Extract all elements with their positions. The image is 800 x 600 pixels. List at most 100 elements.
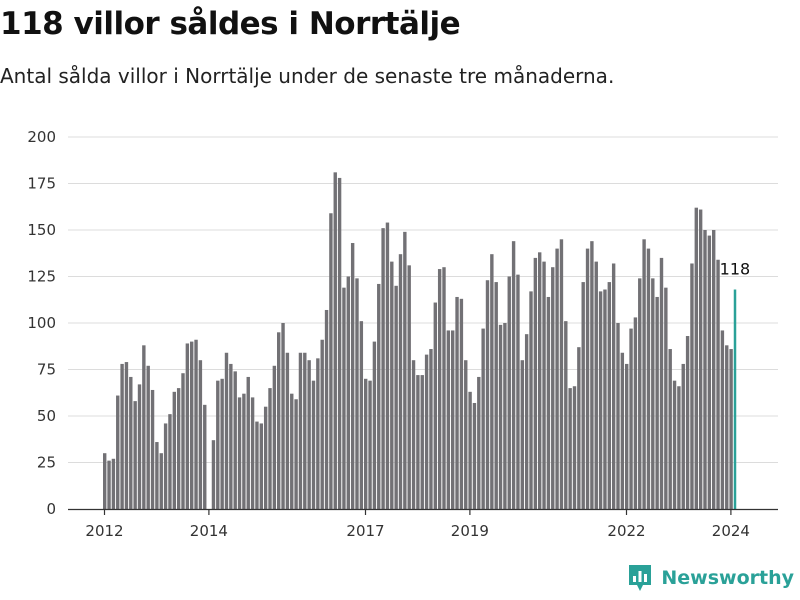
bar [285,352,290,509]
bar [111,458,116,509]
bar [211,440,216,509]
bar [368,380,372,509]
bar [350,243,355,509]
bar [642,239,646,510]
bar [477,376,481,509]
bar [668,349,672,509]
bar [633,317,638,509]
bar [498,324,503,509]
chart-subtitle: Antal sålda villor i Norrtälje under de … [0,64,615,88]
bar [298,352,303,509]
bar [411,360,416,509]
bar [538,252,542,509]
bar [342,287,346,509]
bar [725,345,729,509]
bars [103,172,737,510]
bar [611,263,616,509]
bar [129,376,133,509]
bar [198,360,203,509]
bar [555,248,559,509]
bar [385,222,390,509]
bar [520,360,524,509]
y-tick-label: 150 [27,221,56,239]
y-tick-label: 50 [37,407,56,425]
bar [124,362,129,509]
bar [516,274,520,509]
bar [381,228,385,509]
bar [355,278,359,509]
bar [546,296,551,509]
bar [446,330,451,509]
bar [651,278,655,509]
bar [603,289,607,509]
y-tick-label: 175 [27,175,56,193]
bar [451,330,455,509]
y-tick-label: 25 [37,454,56,472]
bar [590,241,594,509]
bar [585,248,590,509]
bar [403,231,407,510]
bar [677,386,681,509]
bar [664,287,668,509]
bar [468,391,472,509]
bar [529,291,533,509]
bar [250,397,255,509]
bar [490,254,494,509]
bar [329,213,333,509]
bar [142,345,146,509]
bar [672,380,677,509]
bar [190,341,194,509]
bar [277,332,281,509]
bar [429,349,433,509]
bar [272,365,277,509]
bar [407,265,411,509]
bar [146,365,150,509]
bar [442,267,446,509]
bar [507,276,511,509]
bar [181,373,185,509]
brand-logo: Newsworthy [627,562,794,594]
bar [259,423,263,509]
axes: 0 25 50 75 100 125 150 175 200 2012 2014 2017 2019 20… [27,128,778,540]
bar [564,321,568,509]
bar [237,397,242,509]
bar [572,386,577,509]
bar [533,257,538,509]
bar [150,389,155,509]
x-tick-label: 2017 [346,522,384,540]
bar [172,391,176,509]
bar [107,460,111,509]
bar [655,296,659,509]
bar [203,404,207,509]
bar [233,371,237,509]
bar [398,254,403,509]
bar [420,375,424,509]
y-tick-label: 200 [27,128,56,146]
bar [511,241,516,509]
bar [281,323,285,509]
bar [216,380,220,509]
bar [242,393,246,509]
bar [494,282,498,509]
bar [594,261,598,509]
bar [290,393,294,509]
y-tick-label: 100 [27,314,56,332]
bar [394,285,398,509]
gridlines [68,136,778,463]
bar [524,334,529,509]
bar [551,267,555,509]
bar-highlight [733,289,737,509]
x-tick-label: 2019 [451,522,489,540]
bar [311,380,316,509]
x-tick-label: 2012 [85,522,123,540]
bar [229,363,233,509]
bar [685,336,690,509]
bar [320,339,324,509]
bar [103,453,107,509]
bar [303,352,307,509]
y-tick-label: 0 [46,500,56,518]
bar [459,298,464,509]
bar [729,349,733,509]
newsworthy-logo-icon [629,565,652,591]
bar [377,283,381,509]
